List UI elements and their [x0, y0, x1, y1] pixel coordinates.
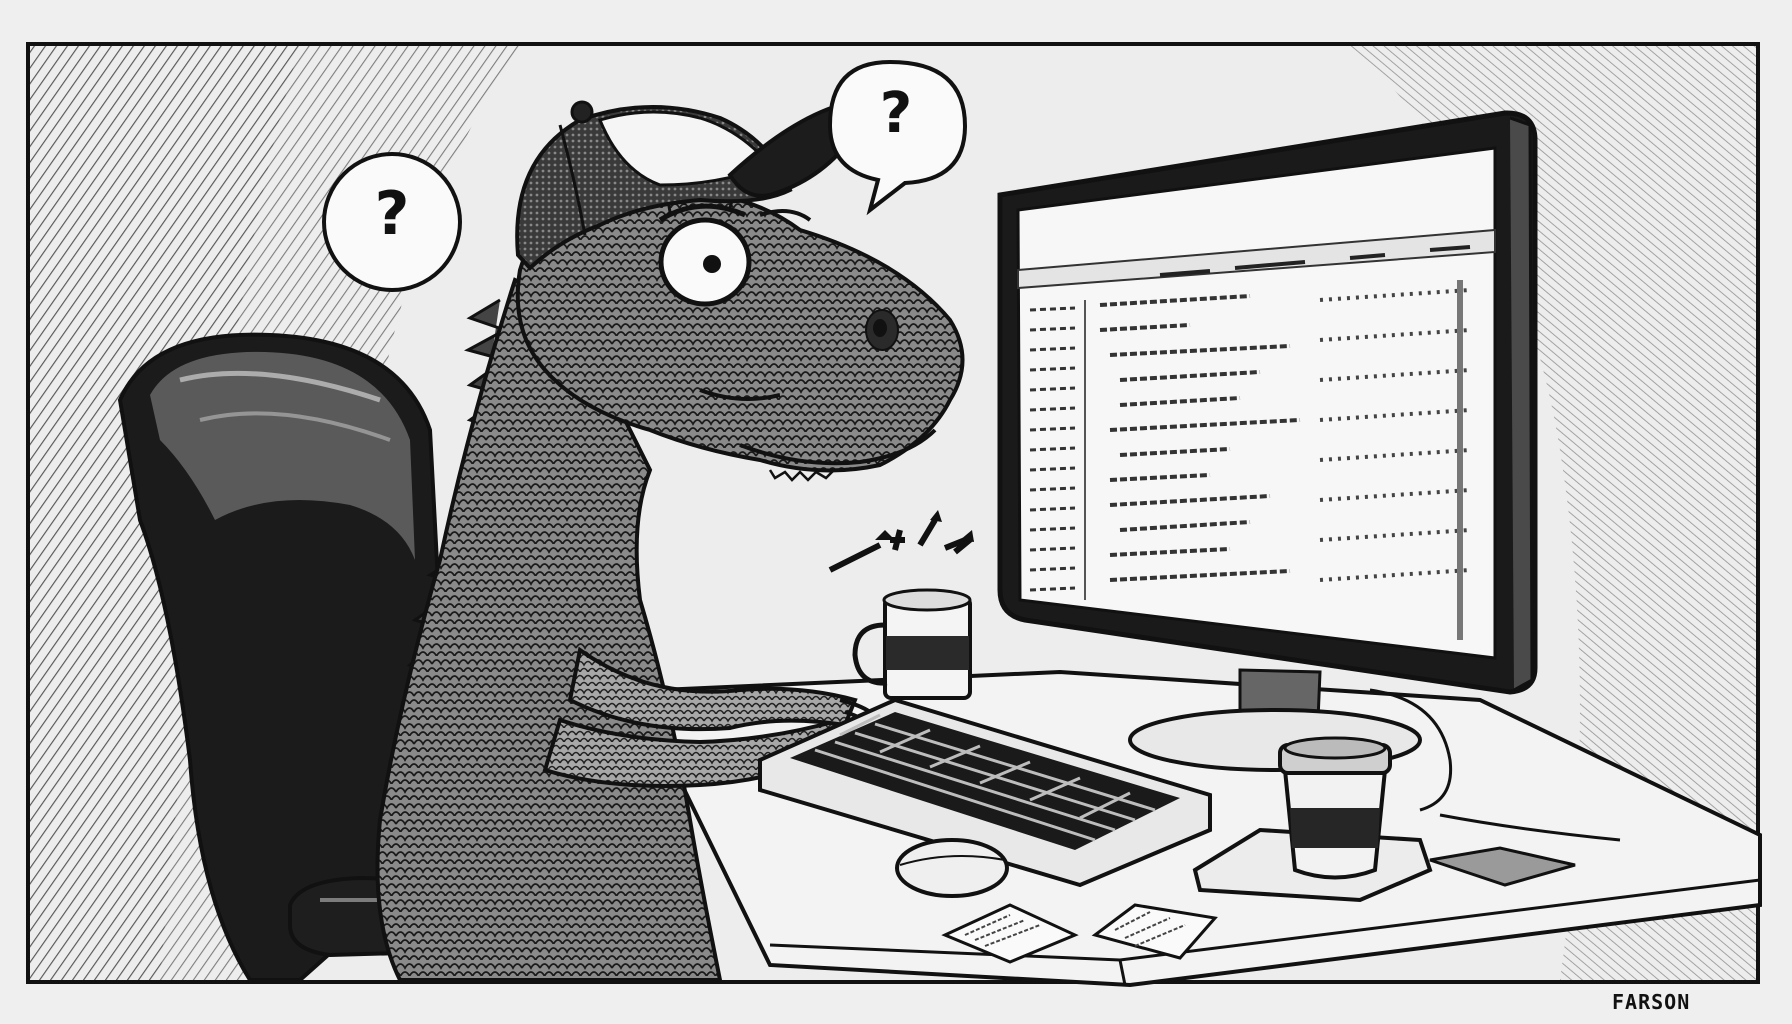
sticky-note-icon	[941, 903, 1218, 964]
thought-bubble-right	[827, 59, 968, 216]
phone-icon	[1429, 846, 1576, 887]
pencil-cup-icon	[828, 510, 974, 700]
question-mark-left: ?	[374, 179, 410, 249]
keyboard-icon	[758, 697, 1212, 888]
question-mark-right: ?	[879, 81, 913, 146]
computer-monitor-icon	[997, 110, 1538, 812]
mouse-icon	[895, 838, 1009, 898]
baseball-cap-icon	[515, 100, 856, 271]
monitor-screen	[1016, 146, 1497, 660]
dinosaur-icon	[375, 187, 965, 982]
coffee-cup-icon	[1192, 736, 1433, 903]
artist-signature: FARSON	[1612, 990, 1691, 1014]
thought-bubble-left	[322, 152, 462, 292]
